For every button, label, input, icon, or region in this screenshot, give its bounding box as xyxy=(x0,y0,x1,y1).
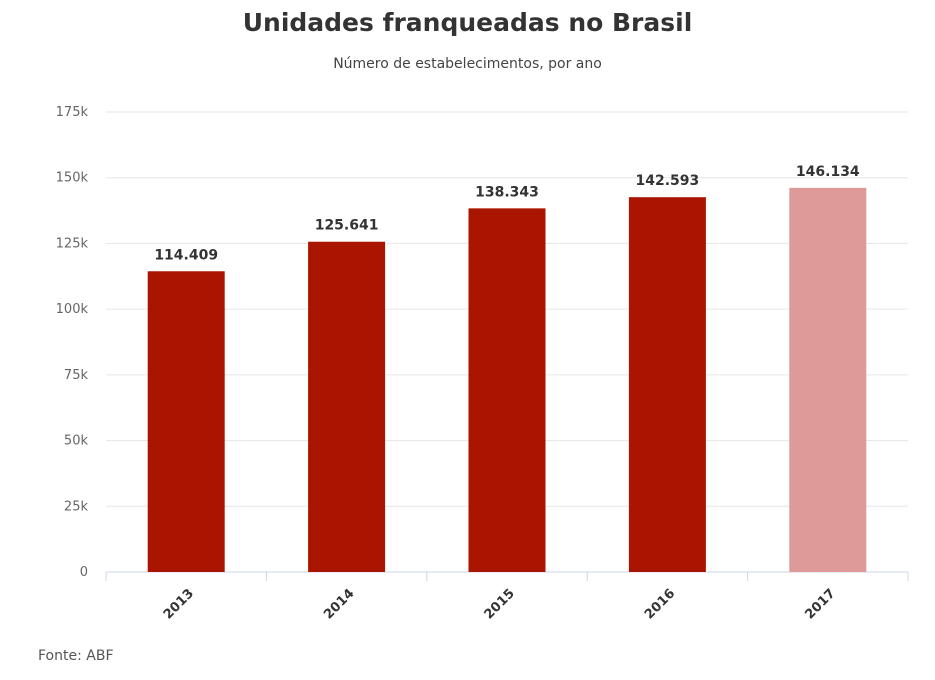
y-tick-label: 75k xyxy=(64,368,89,383)
y-tick-label: 175k xyxy=(56,105,89,120)
x-tick-label: 2015 xyxy=(482,586,518,622)
bar-chart: 0 25k 50k 75k 100k 125k 150k 175k 114.409 2013 125… xyxy=(56,105,909,622)
x-tick-label: 2017 xyxy=(802,586,838,622)
y-tick-label: 150k xyxy=(56,171,89,186)
x-tick-label: 2016 xyxy=(642,586,678,622)
x-tick-label: 2014 xyxy=(321,586,357,622)
y-tick-label: 0 xyxy=(80,565,88,580)
bar xyxy=(628,197,706,572)
chart-subtitle: Número de estabelecimentos, por ano xyxy=(333,56,602,72)
y-tick-label: 100k xyxy=(56,302,89,317)
bar xyxy=(308,241,386,572)
bar xyxy=(147,271,225,572)
data-label: 138.343 xyxy=(475,184,539,200)
bar xyxy=(789,187,867,572)
x-tick-label: 2013 xyxy=(161,586,197,622)
chart-title: Unidades franqueadas no Brasil xyxy=(242,8,693,37)
y-tick-label: 25k xyxy=(64,499,89,514)
y-tick-label: 125k xyxy=(56,236,89,251)
data-label: 125.641 xyxy=(315,218,379,234)
source-note: Fonte: ABF xyxy=(38,648,114,664)
data-label: 142.593 xyxy=(636,173,700,189)
data-label: 146.134 xyxy=(796,164,860,180)
data-label: 114.409 xyxy=(154,247,218,263)
y-tick-label: 50k xyxy=(64,434,89,449)
bar xyxy=(468,208,546,573)
